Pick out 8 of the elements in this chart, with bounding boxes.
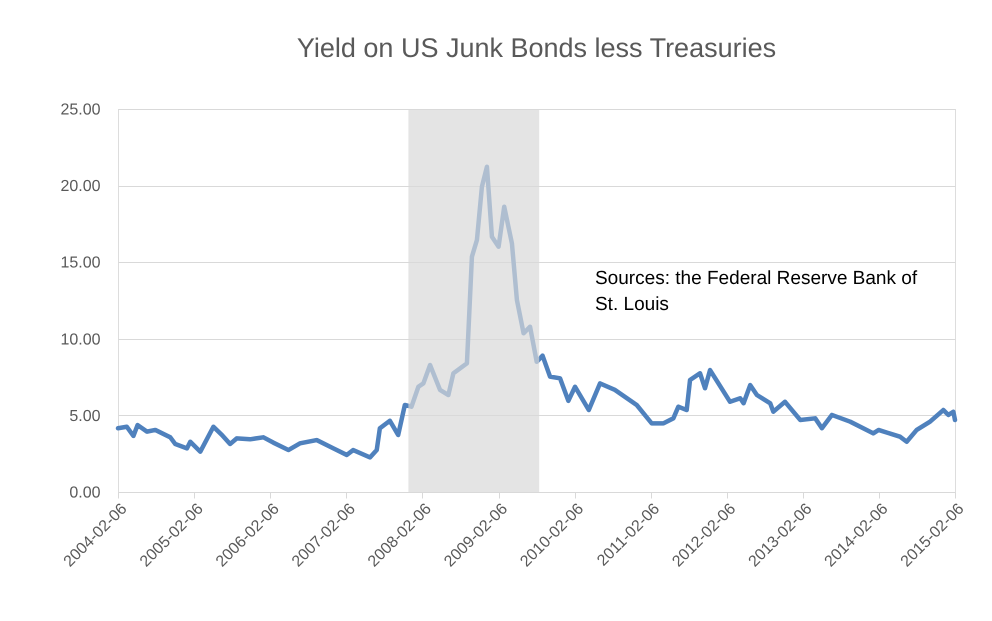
y-tick-label: 0.00 [69,484,101,502]
chart-title: Yield on US Junk Bonds less Treasuries [296,33,776,63]
y-tick-label: 25.00 [60,102,101,118]
y-tick-label: 10.00 [60,331,101,348]
y-tick-label: 15.00 [60,254,101,272]
annotation: Sources: the Federal Reserve Bank of St. Louis [595,268,918,315]
y-tick-label: 20.00 [60,178,101,196]
y-tick-label: 5.00 [69,408,101,425]
